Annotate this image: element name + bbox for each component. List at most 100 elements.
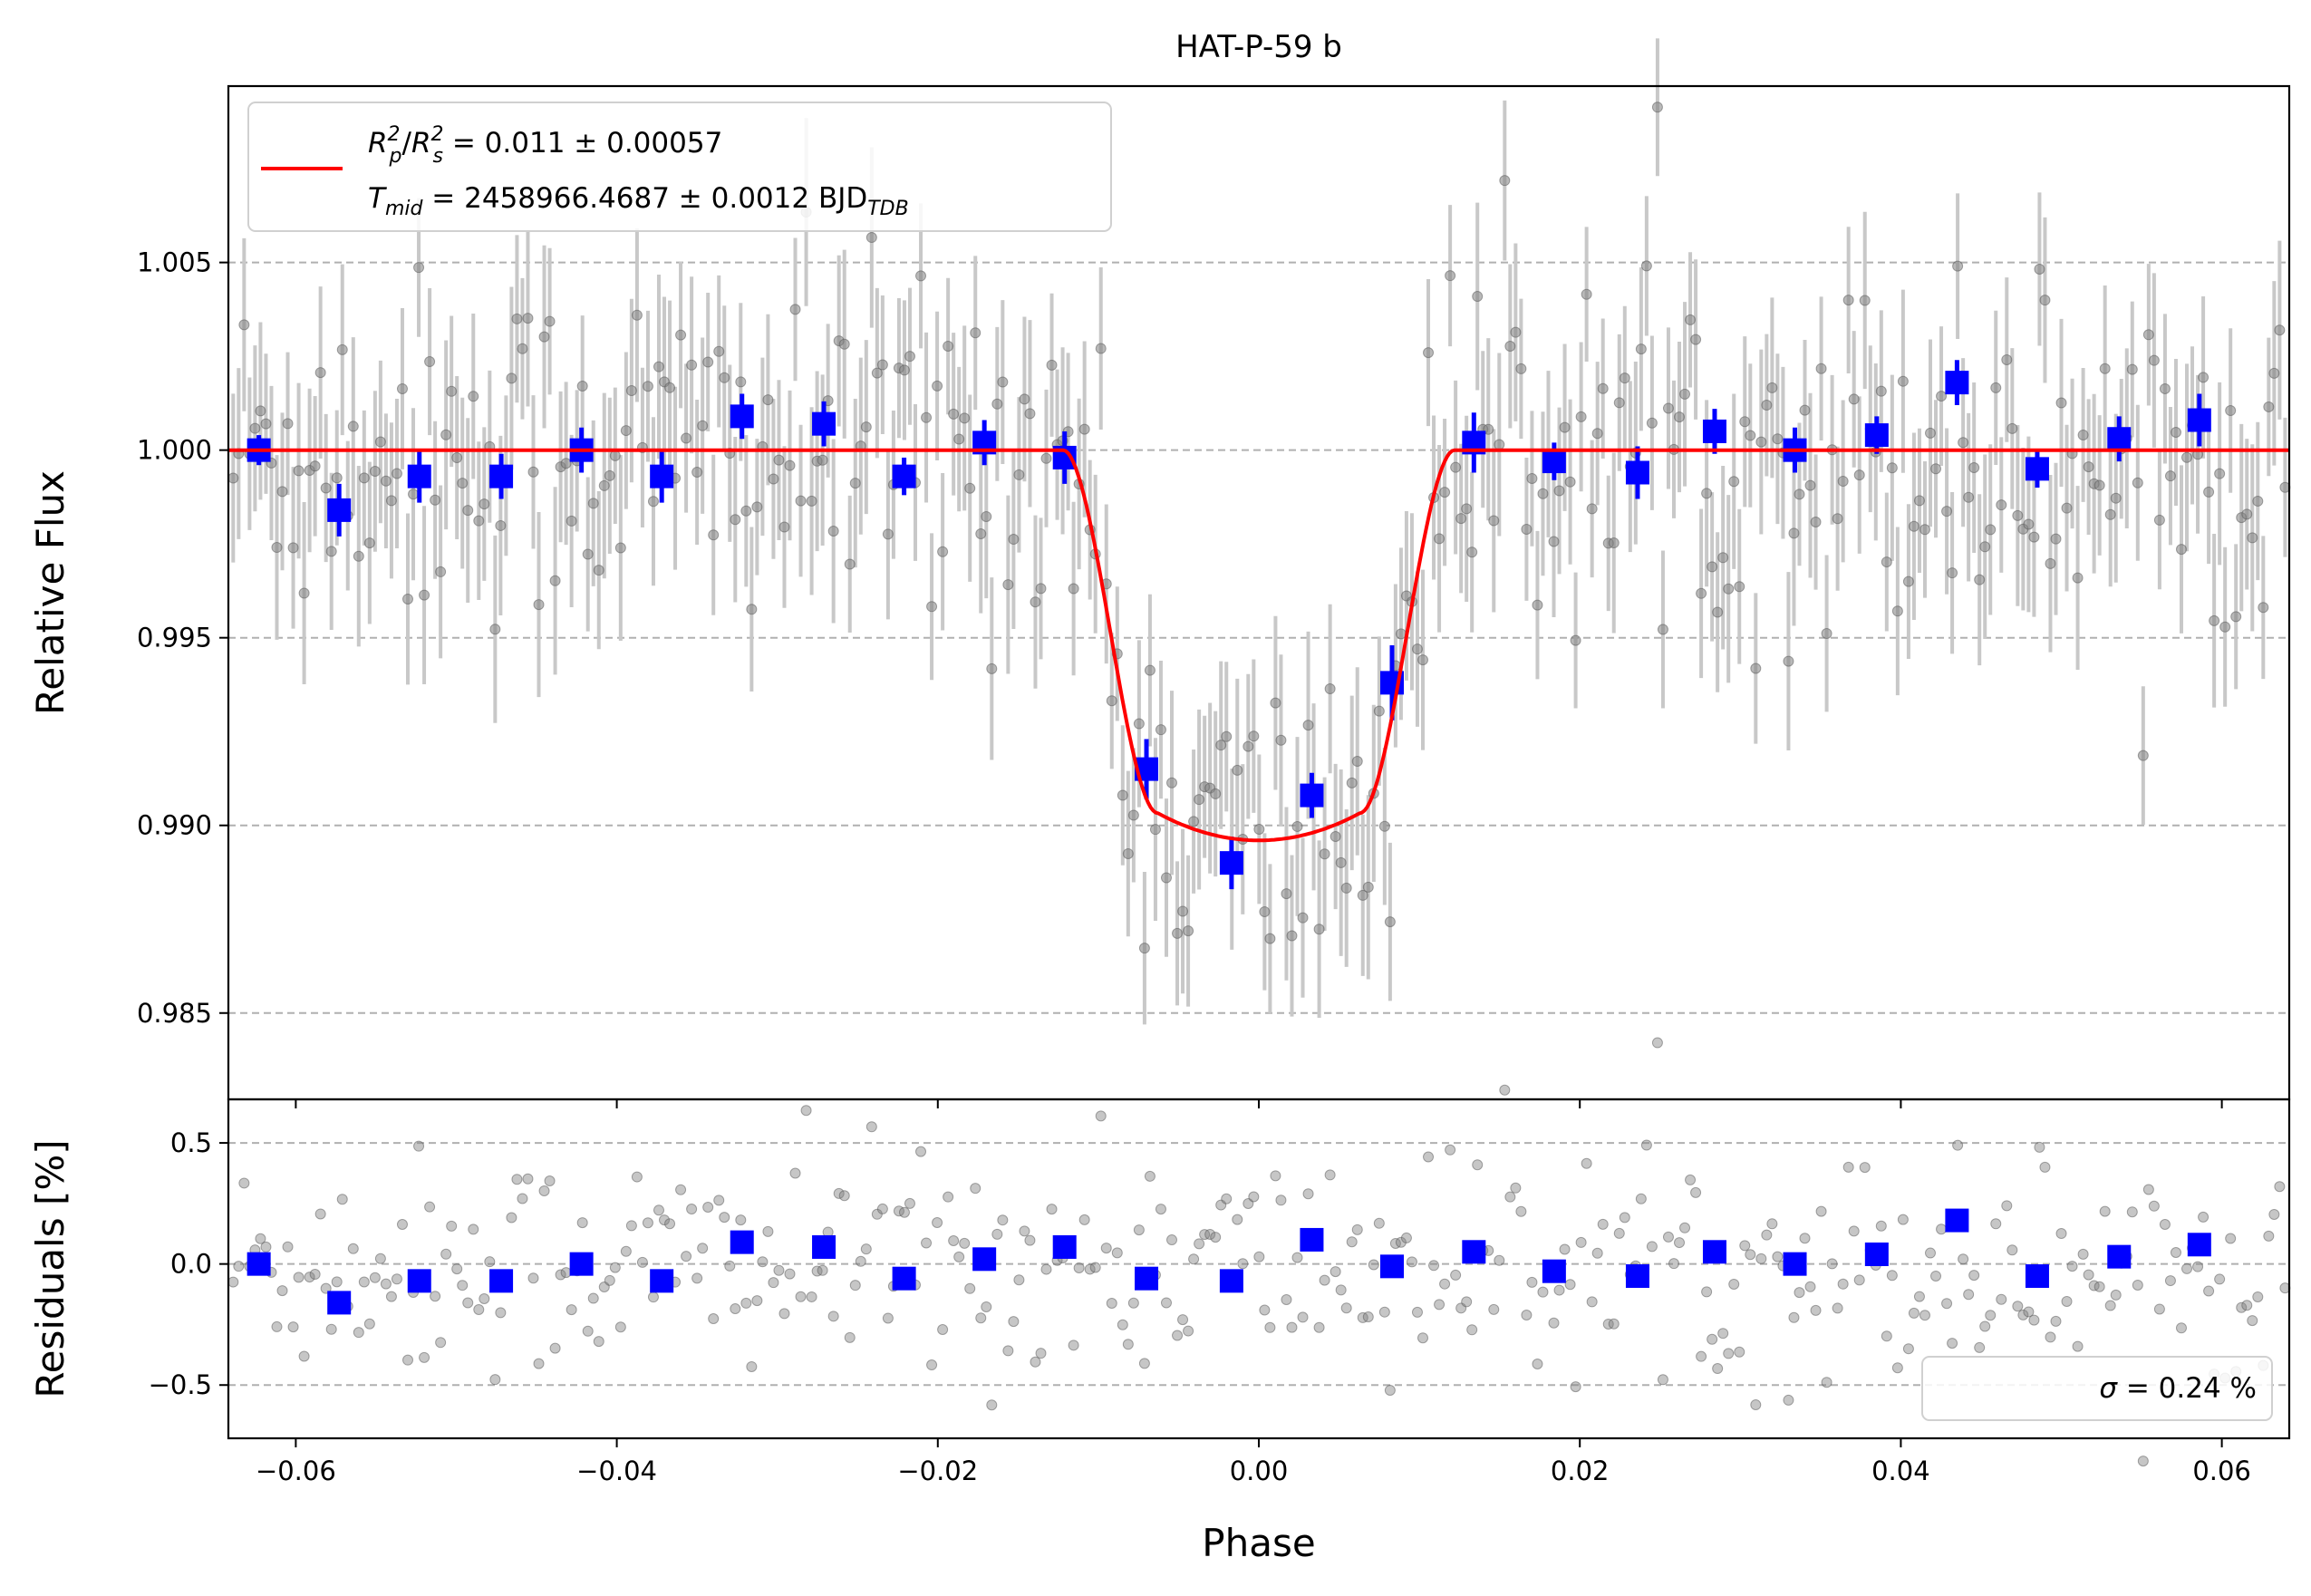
raw-point bbox=[653, 361, 664, 372]
residual-point bbox=[2006, 1244, 2018, 1256]
residual-point bbox=[1952, 1139, 1964, 1151]
residual-point bbox=[882, 1312, 894, 1324]
raw-point bbox=[1024, 408, 1036, 420]
residual-point bbox=[1608, 1318, 1620, 1330]
residual-point bbox=[2039, 1161, 2051, 1173]
residual-point bbox=[1461, 1296, 1473, 1308]
raw-point bbox=[369, 466, 381, 478]
residual-point bbox=[2023, 1306, 2035, 1318]
residual-point bbox=[1696, 1350, 1707, 1362]
raw-point bbox=[2258, 602, 2269, 614]
raw-point bbox=[1947, 567, 1958, 579]
residual-point bbox=[2066, 1261, 2078, 1272]
raw-point bbox=[1804, 479, 1816, 491]
raw-point bbox=[1340, 882, 1352, 894]
residual-point bbox=[778, 1308, 790, 1320]
residual-point bbox=[1908, 1307, 1919, 1319]
residual-point bbox=[1799, 1233, 1811, 1244]
residual-point bbox=[1553, 1284, 1565, 1296]
residual-point bbox=[2110, 1289, 2122, 1301]
residual-point bbox=[817, 1264, 828, 1276]
residual-point bbox=[800, 1105, 812, 1117]
residual-point bbox=[1510, 1182, 1522, 1194]
raw-point bbox=[1924, 427, 1936, 439]
raw-point bbox=[1160, 872, 1172, 884]
residuals-y-tick-label: −0.5 bbox=[149, 1369, 212, 1400]
residual-point bbox=[1891, 1362, 1903, 1374]
raw-point bbox=[533, 599, 545, 611]
residual-point bbox=[1586, 1296, 1598, 1308]
raw-point bbox=[1608, 537, 1620, 549]
residual-point bbox=[1106, 1298, 1117, 1310]
phase-x-tick-label: 0.04 bbox=[1871, 1456, 1930, 1486]
residual-point bbox=[1466, 1324, 1478, 1336]
residual-point bbox=[1160, 1297, 1172, 1309]
residual-point bbox=[1172, 1330, 1184, 1341]
raw-point bbox=[2061, 502, 2073, 514]
raw-point bbox=[457, 478, 469, 489]
residual-point bbox=[1133, 1224, 1145, 1236]
residual-point bbox=[1499, 1084, 1511, 1096]
flux-y-tick-label: 1.005 bbox=[137, 247, 212, 278]
residual-point bbox=[489, 1374, 501, 1386]
raw-point bbox=[1177, 905, 1189, 917]
binned-point bbox=[1300, 783, 1324, 808]
raw-point bbox=[298, 587, 310, 599]
residual-point bbox=[2192, 1261, 2204, 1272]
raw-point bbox=[1106, 695, 1117, 707]
raw-point bbox=[260, 418, 272, 430]
residual-point bbox=[1728, 1278, 1740, 1290]
raw-point bbox=[1919, 524, 1930, 536]
raw-point bbox=[1521, 523, 1533, 535]
raw-point bbox=[1243, 740, 1254, 752]
raw-point bbox=[391, 468, 402, 479]
binned-residual-point bbox=[892, 1266, 916, 1291]
raw-point bbox=[358, 472, 370, 484]
raw-point bbox=[1122, 847, 1134, 859]
raw-point bbox=[773, 454, 785, 466]
residual-point bbox=[964, 1282, 976, 1294]
raw-point bbox=[511, 313, 523, 324]
raw-point bbox=[1351, 756, 1363, 768]
residual-point bbox=[784, 1268, 796, 1280]
residual-point bbox=[1199, 1229, 1211, 1241]
raw-point bbox=[495, 519, 507, 531]
residual-point bbox=[921, 1237, 933, 1249]
raw-point bbox=[1232, 764, 1243, 776]
residual-point bbox=[413, 1140, 425, 1152]
residual-point bbox=[238, 1177, 250, 1189]
raw-point bbox=[1002, 579, 1014, 591]
raw-point bbox=[544, 315, 556, 327]
raw-point bbox=[473, 515, 485, 527]
residual-point bbox=[255, 1233, 266, 1244]
residual-point bbox=[1941, 1298, 1953, 1310]
raw-point bbox=[1264, 933, 1276, 944]
residual-point bbox=[1853, 1274, 1865, 1286]
residual-point bbox=[730, 1303, 741, 1315]
raw-point bbox=[1499, 175, 1511, 187]
residual-point bbox=[915, 1146, 927, 1157]
raw-point bbox=[1434, 533, 1446, 545]
raw-point bbox=[2132, 477, 2143, 488]
residual-point bbox=[1417, 1332, 1428, 1344]
binned-residual-point bbox=[1702, 1240, 1726, 1264]
raw-point bbox=[336, 343, 348, 355]
residual-point bbox=[953, 1251, 965, 1262]
residual-point bbox=[876, 1203, 888, 1214]
raw-point bbox=[1755, 436, 1767, 448]
raw-point bbox=[844, 558, 856, 570]
raw-point bbox=[1439, 487, 1451, 498]
residual-point bbox=[325, 1323, 337, 1335]
raw-point bbox=[964, 482, 976, 494]
residual-point bbox=[2072, 1340, 2084, 1352]
residual-point bbox=[1679, 1222, 1691, 1233]
residual-point bbox=[1674, 1237, 1686, 1249]
residual-point bbox=[1138, 1358, 1150, 1369]
binned-point bbox=[1864, 423, 1889, 448]
flux-y-tick-label: 0.995 bbox=[137, 623, 212, 653]
residual-point bbox=[855, 1255, 866, 1267]
residual-point bbox=[1772, 1251, 1784, 1262]
residual-point bbox=[1221, 1193, 1233, 1204]
residual-point bbox=[304, 1272, 315, 1283]
